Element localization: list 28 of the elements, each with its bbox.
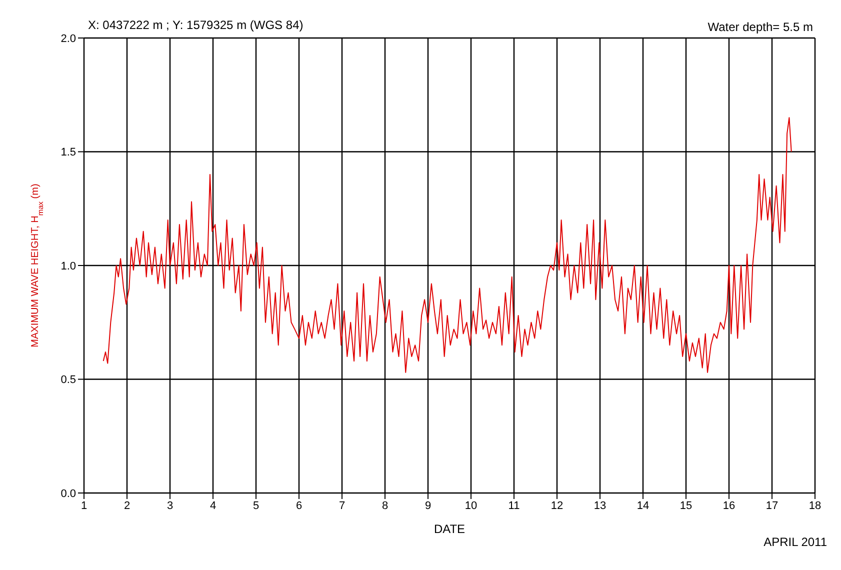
x-tick-label: 9 — [424, 500, 432, 512]
text: Water depth= 5.5 m — [708, 20, 813, 34]
chart-title: X: 0437222 m ; Y: 1579325 m (WGS 84) — [88, 18, 304, 32]
x-tick-label: 3 — [166, 500, 174, 512]
x-tick-label: 1 — [80, 500, 88, 512]
x-tick-label: 14 — [636, 500, 650, 512]
x-tick-label: 2 — [124, 500, 130, 512]
y-tick-label: 0.0 — [60, 488, 76, 500]
x-tick-label: 5 — [252, 500, 260, 512]
x-tick-label: 7 — [338, 500, 346, 512]
x-tick-label: 12 — [550, 500, 564, 512]
x-tick-label: 10 — [464, 500, 478, 512]
line-series — [102, 117, 792, 373]
x-tick-label: 16 — [722, 500, 736, 512]
y-tick-label: 1.0 — [60, 260, 76, 272]
y-tick-label: 2.0 — [60, 32, 76, 45]
x-tick-label: 13 — [594, 500, 606, 512]
x-tick-label: 17 — [766, 500, 778, 512]
y-tick-label: 0.5 — [60, 374, 76, 386]
x-axis-title: DATE — [434, 522, 466, 536]
x-tick-label: 8 — [382, 500, 388, 512]
x-tick-label: 11 — [508, 500, 520, 512]
x-tick-label: 15 — [680, 500, 692, 512]
x-tick-label: 6 — [296, 500, 302, 512]
x-tick-label: 4 — [210, 500, 216, 512]
y-tick-label: 1.5 — [60, 146, 76, 159]
text: APRIL 2011 — [764, 535, 827, 549]
x-tick-label: 18 — [808, 500, 822, 512]
